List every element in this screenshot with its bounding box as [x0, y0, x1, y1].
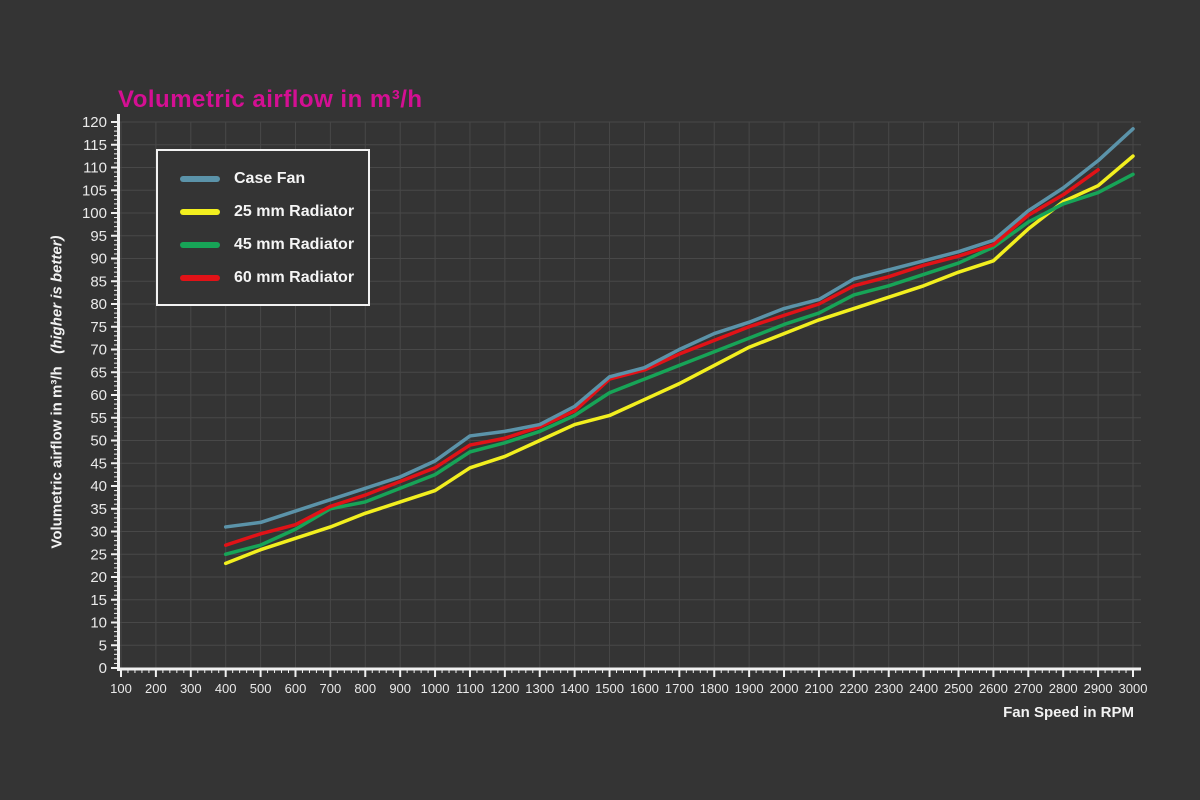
chart-title: Volumetric airflow in m³/h: [118, 86, 423, 114]
y-tick-label: 70: [90, 342, 107, 359]
x-tick-label: 1900: [735, 681, 764, 696]
x-tick-label: 1600: [630, 681, 659, 696]
x-tick-label: 2600: [979, 681, 1008, 696]
legend-label: Case Fan: [234, 170, 306, 187]
y-tick-label: 30: [90, 524, 107, 541]
legend-item-case-fan: Case Fan: [180, 167, 368, 191]
legend-swatch-icon: [180, 176, 220, 182]
x-tick-label: 700: [320, 681, 342, 696]
series-line-case-fan: [223, 127, 1135, 529]
legend-label: 25 mm Radiator: [234, 203, 355, 220]
y-tick-label: 110: [83, 160, 107, 177]
y-tick-label: 20: [90, 569, 107, 586]
x-tick-label: 2500: [944, 681, 973, 696]
x-tick-label: 400: [215, 681, 237, 696]
legend-box: Case Fan 25 mm Radiator 45 mm Radiator 60 m…: [156, 149, 370, 306]
x-tick-label: 2900: [1084, 681, 1113, 696]
y-tick-label: 5: [99, 637, 107, 654]
y-tick-label: 85: [90, 273, 107, 290]
x-tick-label: 2700: [1014, 681, 1043, 696]
y-tick-label: 80: [90, 296, 107, 313]
y-tick-label: 100: [82, 205, 107, 222]
legend-label: 45 mm Radiator: [234, 236, 355, 253]
legend-swatch-icon: [180, 209, 220, 215]
x-tick-label: 200: [145, 681, 167, 696]
y-tick-label: 25: [90, 546, 107, 563]
x-tick-label: 1500: [595, 681, 624, 696]
y-tick-label: 40: [90, 478, 107, 495]
y-tick-label: 120: [82, 114, 107, 131]
x-tick-label: 1400: [560, 681, 589, 696]
y-tick-label: 55: [90, 410, 107, 427]
y-tick-label: 10: [90, 615, 107, 632]
y-tick-label: 105: [82, 182, 107, 199]
y-tick-label: 15: [90, 592, 107, 609]
x-tick-label: 2100: [804, 681, 833, 696]
y-tick-label: 75: [90, 319, 107, 336]
x-axis-title: Fan Speed in RPM: [1003, 704, 1134, 721]
x-tick-label: 1100: [456, 681, 484, 696]
y-axis-title-note: (higher is better): [48, 235, 66, 354]
y-tick-label: 60: [90, 387, 107, 404]
x-tick-label: 2300: [874, 681, 903, 696]
y-tick-label: 95: [90, 228, 107, 245]
x-tick-label: 2800: [1049, 681, 1078, 696]
y-axis-title: Volumetric airflow in m³/h (higher is be…: [49, 235, 66, 548]
x-tick-label: 3000: [1119, 681, 1148, 696]
legend-item-25-mm-radiator: 25 mm Radiator: [180, 200, 368, 224]
y-tick-label: 90: [90, 251, 107, 268]
series-line-25-mm-radiator: [223, 154, 1135, 566]
legend-swatch-icon: [180, 275, 220, 281]
series-line-45-mm-radiator: [223, 172, 1135, 556]
x-tick-label: 2400: [909, 681, 938, 696]
series-line-60-mm-radiator: [223, 168, 1100, 547]
x-tick-label: 900: [389, 681, 411, 696]
legend-item-60-mm-radiator: 60 mm Radiator: [180, 266, 368, 290]
y-axis-title-main: Volumetric airflow in m³/h: [48, 366, 66, 549]
x-tick-label: 600: [285, 681, 307, 696]
x-tick-label: 100: [110, 681, 132, 696]
legend-swatch-icon: [180, 242, 220, 248]
x-tick-label: 300: [180, 681, 202, 696]
y-tick-label: 65: [90, 364, 107, 381]
x-tick-label: 800: [354, 681, 376, 696]
x-tick-label: 1800: [700, 681, 729, 696]
x-tick-label: 1700: [665, 681, 694, 696]
legend-label: 60 mm Radiator: [234, 269, 355, 286]
y-tick-label: 0: [99, 660, 107, 677]
x-tick-label: 2000: [770, 681, 799, 696]
x-tick-label: 1000: [421, 681, 450, 696]
x-tick-label: 500: [250, 681, 272, 696]
x-tick-label: 1300: [525, 681, 554, 696]
y-tick-label: 35: [90, 501, 107, 518]
legend-item-45-mm-radiator: 45 mm Radiator: [180, 233, 368, 257]
x-tick-label: 1200: [490, 681, 519, 696]
y-tick-label: 45: [90, 455, 107, 472]
y-tick-label: 115: [83, 137, 107, 154]
x-tick-label: 2200: [839, 681, 868, 696]
y-tick-label: 50: [90, 433, 107, 450]
